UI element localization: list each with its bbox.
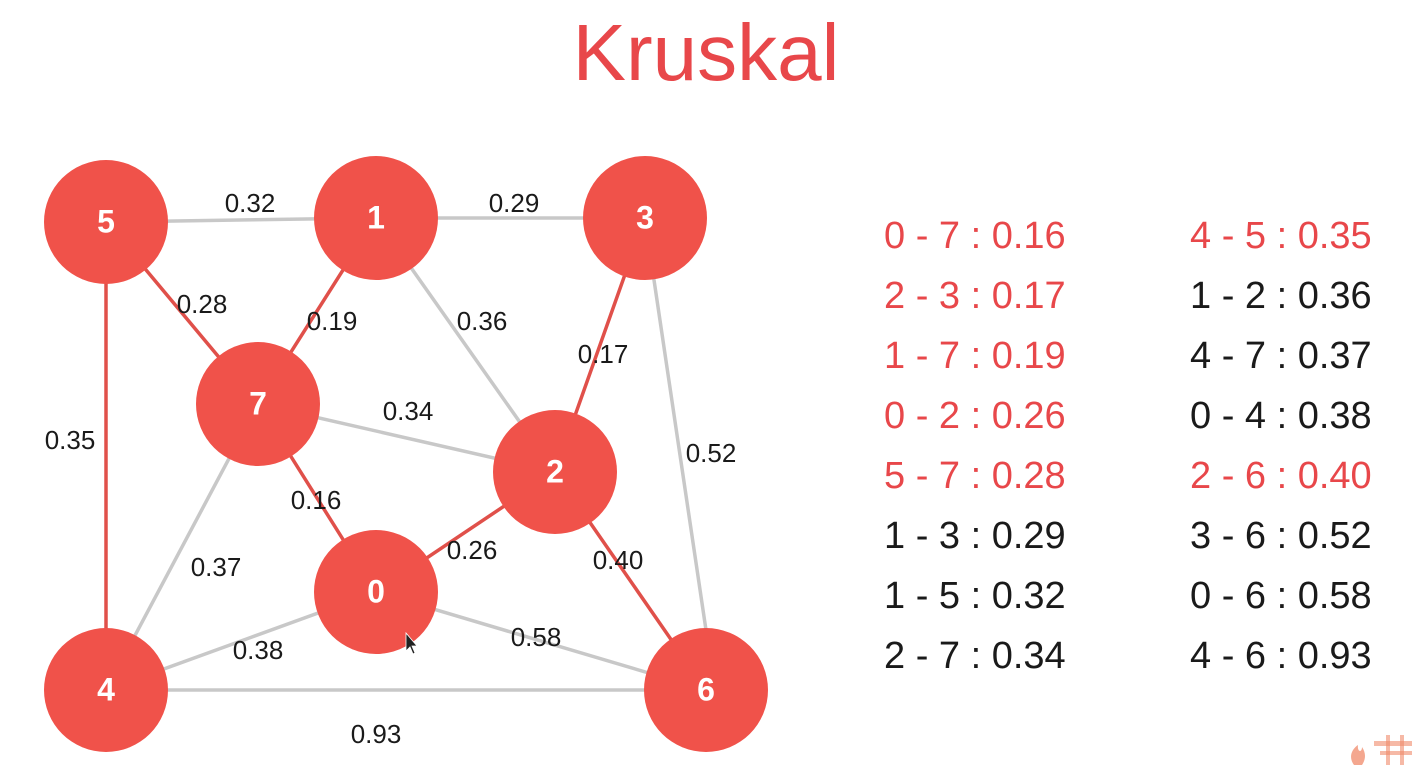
watermark-logo-icon — [1351, 735, 1412, 765]
edge-list-item: 5 - 7 : 0.28 — [884, 455, 1066, 497]
edge-weight-0-6: 0.58 — [511, 622, 562, 652]
edge-weight-2-3: 0.17 — [578, 339, 629, 369]
node-circle — [493, 410, 617, 534]
node-label: 6 — [697, 671, 715, 707]
edge-weight-0-4: 0.38 — [233, 635, 284, 665]
node-5: 5 — [44, 160, 168, 284]
edge-list-item: 2 - 3 : 0.17 — [884, 275, 1066, 317]
edge-weight-1-5: 0.32 — [225, 188, 276, 218]
page-title: Kruskal — [572, 8, 840, 97]
edge-list-item: 0 - 4 : 0.38 — [1190, 395, 1372, 437]
edge-weight-1-7: 0.19 — [307, 306, 358, 336]
edge-list-item: 1 - 5 : 0.32 — [884, 575, 1066, 617]
edge-list-item: 2 - 7 : 0.34 — [884, 635, 1066, 677]
edge-list-item: 0 - 2 : 0.26 — [884, 395, 1066, 437]
edge-list-item: 3 - 6 : 0.52 — [1190, 515, 1372, 557]
node-circle — [314, 156, 438, 280]
node-label: 2 — [546, 453, 564, 489]
edge-3-6 — [652, 278, 708, 632]
edge-weights-layer: 0.16 0.17 0.19 0.26 0.28 0.29 0.32 0.34 0.35 0.36… — [45, 188, 737, 749]
node-circle — [196, 342, 320, 466]
node-0: 0 — [314, 530, 438, 654]
node-3: 3 — [583, 156, 707, 280]
node-label: 3 — [636, 199, 654, 235]
edge-list-item: 4 - 6 : 0.93 — [1190, 635, 1372, 677]
sorted-edge-list-right: 4 - 5 : 0.35 1 - 2 : 0.36 4 - 7 : 0.37 0 - … — [1190, 206, 1372, 686]
node-circle — [44, 160, 168, 284]
node-2: 2 — [493, 410, 617, 534]
edge-weight-5-7: 0.28 — [177, 289, 228, 319]
edge-list-item: 1 - 2 : 0.36 — [1190, 275, 1372, 317]
node-7: 7 — [196, 342, 320, 466]
sorted-edge-list-left: 0 - 7 : 0.16 2 - 3 : 0.17 1 - 7 : 0.19 0 - … — [884, 206, 1066, 686]
edge-list-item: 1 - 3 : 0.29 — [884, 515, 1066, 557]
edge-list-item: 4 - 5 : 0.35 — [1190, 215, 1372, 257]
node-label: 4 — [97, 671, 115, 707]
edge-weight-1-3: 0.29 — [489, 188, 540, 218]
node-circle — [314, 530, 438, 654]
node-label: 7 — [249, 385, 267, 421]
node-circle — [644, 628, 768, 752]
node-label: 1 — [367, 199, 385, 235]
node-label: 0 — [367, 573, 385, 609]
edge-list-item: 0 - 6 : 0.58 — [1190, 575, 1372, 617]
node-circle — [44, 628, 168, 752]
nodes-layer: 0 1 2 3 4 5 6 7 — [44, 156, 768, 752]
edge-weight-2-6: 0.40 — [593, 545, 644, 575]
edge-weight-4-5: 0.35 — [45, 425, 96, 455]
edge-list-item: 4 - 7 : 0.37 — [1190, 335, 1372, 377]
node-circle — [583, 156, 707, 280]
mouse-cursor-icon — [405, 631, 418, 655]
edge-weight-3-6: 0.52 — [686, 438, 737, 468]
edge-list-item: 2 - 6 : 0.40 — [1190, 455, 1372, 497]
edge-list-item: 0 - 7 : 0.16 — [884, 215, 1066, 257]
edge-weight-1-2: 0.36 — [457, 306, 508, 336]
node-1: 1 — [314, 156, 438, 280]
edge-weight-0-7: 0.16 — [291, 485, 342, 515]
node-4: 4 — [44, 628, 168, 752]
edge-weight-2-7: 0.34 — [383, 396, 434, 426]
kruskal-graph: 0.16 0.17 0.19 0.26 0.28 0.29 0.32 0.34 0.35 0.36… — [44, 156, 768, 752]
node-6: 6 — [644, 628, 768, 752]
edge-list-item: 1 - 7 : 0.19 — [884, 335, 1066, 377]
edge-weight-4-6: 0.93 — [351, 719, 402, 749]
node-label: 5 — [97, 203, 115, 239]
edge-weight-4-7: 0.37 — [191, 552, 242, 582]
edge-weight-0-2: 0.26 — [447, 535, 498, 565]
